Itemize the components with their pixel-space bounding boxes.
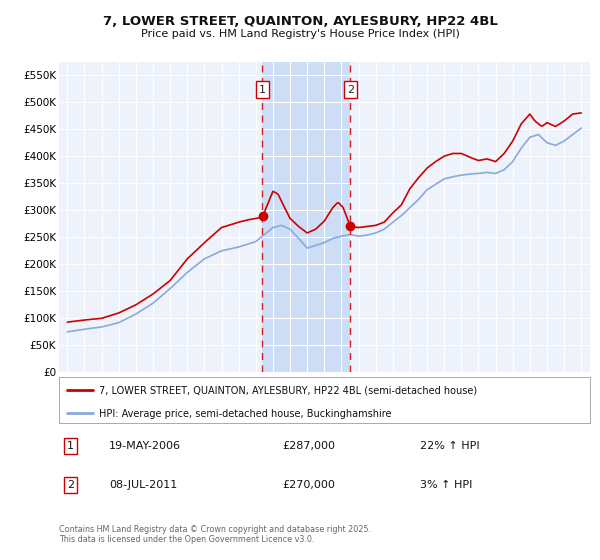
Text: 2: 2 xyxy=(67,480,74,490)
Text: £270,000: £270,000 xyxy=(282,480,335,490)
Text: 1: 1 xyxy=(67,441,74,451)
Text: 1: 1 xyxy=(259,85,266,95)
Text: 7, LOWER STREET, QUAINTON, AYLESBURY, HP22 4BL (semi-detached house): 7, LOWER STREET, QUAINTON, AYLESBURY, HP… xyxy=(98,386,477,396)
Text: £287,000: £287,000 xyxy=(282,441,335,451)
Text: 7, LOWER STREET, QUAINTON, AYLESBURY, HP22 4BL: 7, LOWER STREET, QUAINTON, AYLESBURY, HP… xyxy=(103,15,497,28)
Text: 3% ↑ HPI: 3% ↑ HPI xyxy=(420,480,472,490)
Text: 08-JUL-2011: 08-JUL-2011 xyxy=(109,480,178,490)
Text: 2: 2 xyxy=(347,85,354,95)
Text: HPI: Average price, semi-detached house, Buckinghamshire: HPI: Average price, semi-detached house,… xyxy=(98,409,391,419)
Text: Price paid vs. HM Land Registry's House Price Index (HPI): Price paid vs. HM Land Registry's House … xyxy=(140,29,460,39)
Bar xyxy=(262,62,350,372)
Text: 22% ↑ HPI: 22% ↑ HPI xyxy=(420,441,479,451)
Text: Contains HM Land Registry data © Crown copyright and database right 2025.: Contains HM Land Registry data © Crown c… xyxy=(59,525,371,534)
Text: 19-MAY-2006: 19-MAY-2006 xyxy=(109,441,181,451)
Text: This data is licensed under the Open Government Licence v3.0.: This data is licensed under the Open Gov… xyxy=(59,535,314,544)
